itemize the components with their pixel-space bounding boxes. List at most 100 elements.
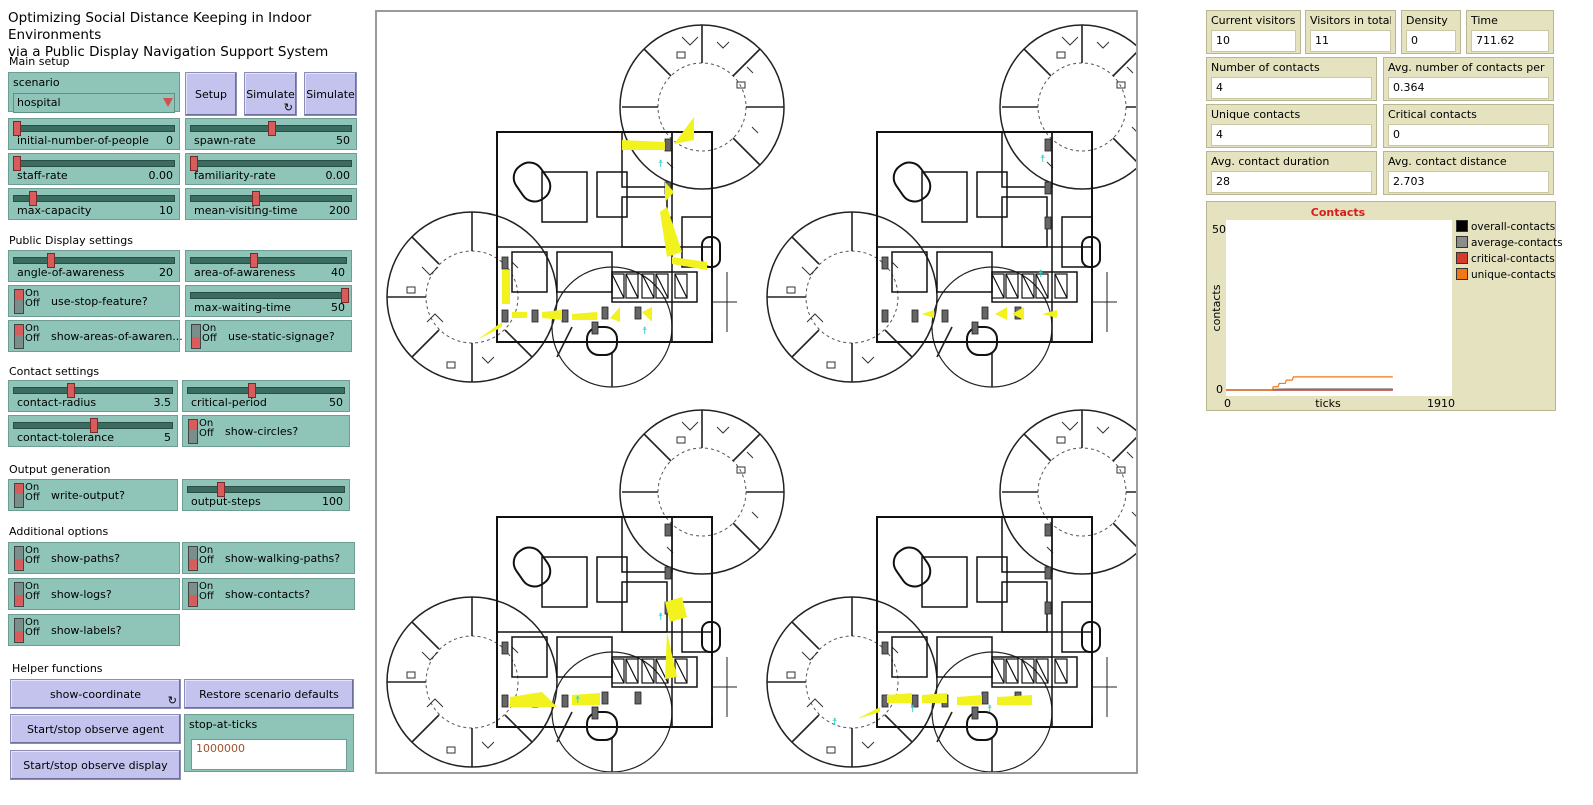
restore-defaults-button[interactable]: Restore scenario defaults — [184, 679, 354, 709]
slider-value: 5 — [164, 431, 171, 444]
slider-area-of-awareness[interactable]: area-of-awareness 40 — [185, 250, 352, 282]
switch-show-walking-paths[interactable]: On Off show-walking-paths? — [182, 542, 355, 574]
slider-thumb[interactable] — [13, 156, 21, 171]
scenario-label: scenario — [13, 76, 60, 89]
show-coordinate-button[interactable]: show-coordinate ↻ — [10, 679, 181, 709]
slider-thumb[interactable] — [217, 482, 226, 497]
on-label: On — [199, 581, 214, 592]
slider-critical-period[interactable]: critical-period 50 — [182, 380, 350, 412]
world-canvas[interactable]: ☨ ☨ ☨ ☨ — [377, 12, 1165, 773]
forever-icon: ↻ — [167, 694, 177, 707]
monitor-label: Unique contacts — [1211, 108, 1301, 121]
slider-staff-rate[interactable]: staff-rate 0.00 — [8, 153, 180, 185]
plot-title: Contacts — [1311, 206, 1366, 219]
switch-show-areas-of-awareness[interactable]: On Off show-areas-of-awaren... — [8, 320, 183, 352]
toggle-icon[interactable] — [14, 289, 24, 314]
slider-thumb[interactable] — [90, 418, 98, 433]
slider-thumb[interactable] — [252, 191, 261, 206]
slider-thumb[interactable] — [13, 121, 21, 136]
monitor-label: Avg. number of contacts per pe... — [1388, 61, 1549, 74]
off-label: Off — [25, 627, 40, 638]
x-tick-min: 0 — [1224, 397, 1231, 410]
slider-value: 3.5 — [153, 396, 172, 409]
simulate-button[interactable]: Simulate — [304, 72, 357, 116]
monitor-value: 28 — [1211, 171, 1372, 193]
slider-familiarity-rate[interactable]: familiarity-rate 0.00 — [185, 153, 357, 185]
slider-angle-of-awareness[interactable]: angle-of-awareness 20 — [8, 250, 180, 282]
dropdown-arrow-icon[interactable] — [163, 98, 173, 107]
simulate-forever-button[interactable]: Simulate ↻ — [244, 72, 297, 116]
simulate-forever-label: Simulate — [246, 87, 295, 101]
slider-output-steps[interactable]: output-steps 100 — [182, 479, 350, 511]
switch-show-contacts[interactable]: On Off show-contacts? — [182, 578, 355, 610]
switch-show-circles[interactable]: On Off show-circles? — [182, 415, 350, 447]
title-line-2: via a Public Display Navigation Support … — [8, 44, 329, 60]
toggle-icon[interactable] — [191, 324, 201, 349]
monitor-value: 4 — [1211, 124, 1372, 146]
section-output-generation: Output generation — [9, 463, 111, 476]
monitor-number-of-contacts: Number of contacts 4 — [1206, 57, 1377, 101]
switch-use-stop-feature[interactable]: On Off use-stop-feature? — [8, 285, 180, 317]
on-label: On — [25, 617, 40, 628]
switch-write-output[interactable]: On Off write-output? — [8, 479, 178, 511]
slider-thumb[interactable] — [341, 288, 349, 303]
svg-text:☨: ☨ — [987, 704, 992, 715]
switch-label: show-walking-paths? — [225, 552, 341, 565]
on-label: On — [25, 288, 40, 299]
slider-name: critical-period — [191, 396, 267, 409]
slider-spawn-rate[interactable]: spawn-rate 50 — [185, 118, 357, 150]
observe-display-button[interactable]: Start/stop observe display — [10, 750, 181, 780]
slider-max-capacity[interactable]: max-capacity 10 — [8, 188, 180, 220]
toggle-icon[interactable] — [14, 546, 24, 571]
svg-text:☨: ☨ — [658, 612, 663, 623]
slider-mean-visiting-time[interactable]: mean-visiting-time 200 — [185, 188, 357, 220]
legend-swatch — [1456, 268, 1468, 280]
toggle-icon[interactable] — [188, 419, 198, 444]
floor-plan-scenario-2: ☨ ☨ — [766, 24, 1165, 388]
slider-thumb[interactable] — [250, 253, 259, 268]
off-label: Off — [25, 591, 40, 602]
off-label: Off — [25, 492, 40, 503]
on-label: On — [25, 581, 40, 592]
slider-contact-radius[interactable]: contact-radius 3.5 — [8, 380, 178, 412]
slider-thumb[interactable] — [268, 121, 276, 136]
slider-thumb[interactable] — [28, 191, 37, 206]
legend-swatch — [1456, 252, 1468, 264]
slider-thumb[interactable] — [47, 253, 56, 268]
stop-at-ticks-label: stop-at-ticks — [189, 718, 258, 731]
stop-at-ticks-input[interactable]: stop-at-ticks 1000000 — [184, 714, 354, 772]
toggle-icon[interactable] — [14, 483, 24, 508]
monitor-avg-contacts: Avg. number of contacts per pe... 0.364 — [1383, 57, 1554, 101]
setup-button[interactable]: Setup — [185, 72, 237, 116]
toggle-icon[interactable] — [188, 546, 198, 571]
toggle-icon[interactable] — [188, 582, 198, 607]
scenario-chooser[interactable]: scenario hospital — [8, 72, 180, 113]
slider-thumb[interactable] — [66, 383, 75, 398]
slider-max-waiting-time[interactable]: max-waiting-time 50 — [185, 285, 352, 317]
off-label: Off — [199, 591, 214, 602]
slider-value: 50 — [336, 134, 350, 147]
svg-text:☨: ☨ — [575, 695, 580, 706]
slider-thumb[interactable] — [247, 383, 256, 398]
slider-contact-tolerance[interactable]: contact-tolerance 5 — [8, 415, 178, 447]
monitor-label: Current visitors — [1211, 14, 1296, 27]
slider-thumb[interactable] — [190, 156, 198, 171]
scenario-value[interactable]: hospital — [13, 93, 175, 113]
slider-initial-number-of-people[interactable]: initial-number-of-people 0 — [8, 118, 180, 150]
switch-show-labels[interactable]: On Off show-labels? — [8, 614, 180, 646]
toggle-icon[interactable] — [14, 324, 24, 349]
slider-name: spawn-rate — [194, 134, 256, 147]
x-axis-label: ticks — [1315, 397, 1341, 410]
world-view[interactable]: ☨ ☨ ☨ ☨ — [375, 10, 1165, 774]
switch-use-static-signage[interactable]: On Off use-static-signage? — [185, 320, 352, 352]
toggle-icon[interactable] — [14, 618, 24, 643]
legend-label: critical-contacts — [1471, 253, 1555, 265]
switch-show-paths[interactable]: On Off show-paths? — [8, 542, 180, 574]
legend-label: average-contacts — [1471, 237, 1563, 249]
stop-at-ticks-value[interactable]: 1000000 — [191, 739, 347, 770]
observe-agent-button[interactable]: Start/stop observe agent — [10, 714, 181, 744]
slider-name: max-capacity — [17, 204, 92, 217]
switch-show-logs[interactable]: On Off show-logs? — [8, 578, 180, 610]
toggle-icon[interactable] — [14, 582, 24, 607]
y-tick-max: 50 — [1212, 223, 1226, 236]
